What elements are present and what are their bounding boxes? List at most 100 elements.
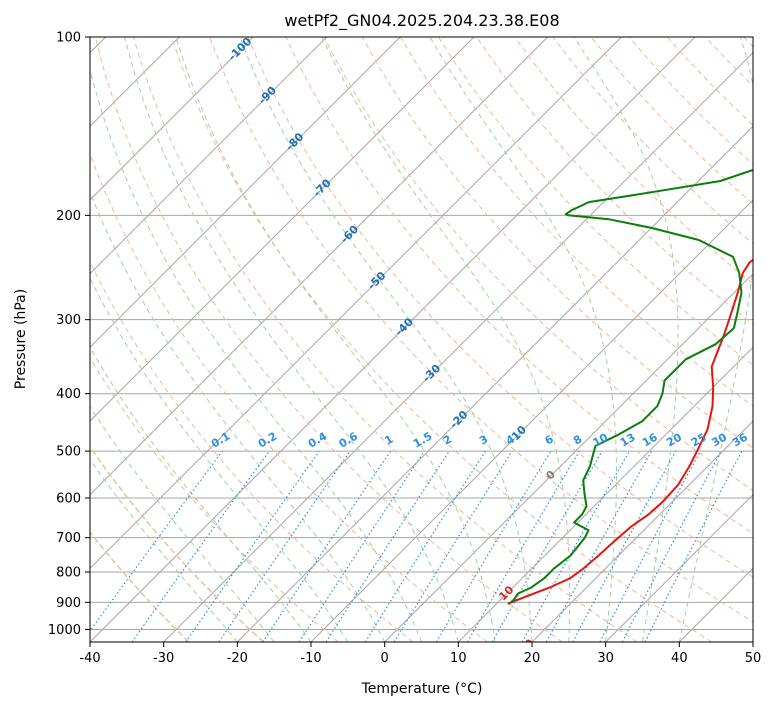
dry-adiabat-line xyxy=(590,37,753,205)
plot-background xyxy=(90,37,753,642)
isotherm-label: -70 xyxy=(311,176,334,199)
y-tick-label: 700 xyxy=(56,531,81,546)
mixing-ratio-label: 30 xyxy=(709,430,729,449)
isotherm-line xyxy=(531,420,753,642)
mixing-ratio-line xyxy=(218,450,351,642)
isotherm-label: -100 xyxy=(226,35,255,64)
isotherm-label: -90 xyxy=(256,84,279,107)
y-tick-label: 1000 xyxy=(48,623,81,638)
y-axis-label: Pressure (hPa) xyxy=(13,289,29,389)
mixing-ratio-line xyxy=(393,450,513,642)
moist-adiabat-line xyxy=(90,277,349,642)
mixing-ratio-label: 6 xyxy=(543,432,556,447)
isotherm-line xyxy=(90,37,328,275)
mixing-ratio-label: 8 xyxy=(571,433,584,448)
moist-adiabat-line xyxy=(175,37,496,642)
plot-frame xyxy=(89,36,754,643)
isotherm-line xyxy=(90,37,475,422)
mixing-ratio-line xyxy=(435,450,552,642)
mixing-ratio-label: 0.4 xyxy=(306,429,330,450)
dry-adiabat-line xyxy=(437,37,753,366)
mixing-ratio-label: 36 xyxy=(730,430,750,449)
dry-adiabat-line xyxy=(171,37,712,642)
moist-adiabat-line xyxy=(573,37,679,642)
mixing-ratio-line xyxy=(521,450,631,642)
dry-adiabat-line xyxy=(209,37,753,623)
mixing-ratio-label: 1.5 xyxy=(411,430,434,451)
reference-adiabat-line xyxy=(90,530,190,642)
mixing-ratio-line xyxy=(325,450,450,642)
isotherm-line xyxy=(90,37,549,496)
x-tick-label: -10 xyxy=(300,651,321,666)
mixing-ratio-label: 0.1 xyxy=(209,430,232,451)
dry-adiabat-line xyxy=(743,37,753,48)
x-tick-label: 30 xyxy=(597,651,614,666)
mixing-ratio-line xyxy=(644,450,743,642)
y-tick-label: 500 xyxy=(56,445,81,460)
mixing-ratio-line xyxy=(262,450,392,642)
dry-adiabat-line xyxy=(90,152,488,642)
y-tick-label: 600 xyxy=(56,492,81,507)
x-tick-label: -20 xyxy=(227,651,248,666)
mixing-ratio-line xyxy=(466,450,580,642)
mixing-ratio-label: 3 xyxy=(477,433,490,448)
isotherm-line xyxy=(163,51,753,642)
isotherm-line xyxy=(90,37,401,349)
mixing-ratio-line xyxy=(298,450,425,642)
x-tick-label: -40 xyxy=(79,651,100,666)
dewpoint-profile-line xyxy=(508,168,753,605)
isotherm-line xyxy=(605,493,753,642)
x-tick-label: 50 xyxy=(745,651,762,666)
dry-adiabat-line xyxy=(247,37,753,578)
isotherm-label: 0 xyxy=(543,468,558,483)
isotherm-line xyxy=(236,125,753,642)
isotherm-line xyxy=(457,346,753,642)
mixing-ratio-label: 0.6 xyxy=(337,429,361,450)
y-tick-label: 200 xyxy=(56,209,81,224)
dry-adiabat-line xyxy=(704,37,753,87)
mixing-ratio-label: 16 xyxy=(640,430,660,449)
isotherm-line xyxy=(310,199,753,642)
dry-adiabat-line xyxy=(90,260,414,642)
mixing-ratio-label: 2 xyxy=(441,433,454,448)
x-axis-ticks: -40 -30 -20 -10 0 10 20 30 40 50 xyxy=(79,642,761,666)
dry-adiabat-line xyxy=(514,37,753,285)
dry-adiabat-line xyxy=(132,37,638,642)
mixing-ratio-line xyxy=(131,450,270,642)
x-tick-label: 0 xyxy=(381,651,389,666)
isotherm-line xyxy=(678,567,753,642)
dry-adiabat-line xyxy=(90,446,264,642)
mixing-ratio-line xyxy=(90,450,223,632)
x-tick-label: 40 xyxy=(671,651,688,666)
moist-adiabat-line xyxy=(321,37,571,642)
isotherm-label: -50 xyxy=(365,269,388,292)
isotherm-label: 20 xyxy=(517,636,537,656)
dry-adiabat-line xyxy=(361,37,753,449)
label-layer: -100-90-80-70-60-50-40-30-20-10010203040… xyxy=(209,35,750,700)
isotherm-label: 30 xyxy=(546,680,566,700)
moist-adiabat-line xyxy=(429,37,617,642)
x-tick-label: -30 xyxy=(153,651,174,666)
mixing-ratio-line xyxy=(364,450,486,642)
x-tick-label: 20 xyxy=(524,651,541,666)
y-tick-label: 300 xyxy=(56,313,81,328)
moist-adiabat-line xyxy=(90,458,238,642)
y-tick-label: 800 xyxy=(56,566,81,581)
mixing-ratio-line xyxy=(572,450,677,642)
moist-adiabat-line xyxy=(90,405,275,642)
y-tick-label: 900 xyxy=(56,596,81,611)
y-tick-label: 100 xyxy=(56,31,81,46)
dry-adiabat-line xyxy=(90,356,339,642)
moist-adiabat-line xyxy=(124,37,459,642)
mixing-ratio-line xyxy=(185,450,320,642)
x-axis-label: Temperature (°C) xyxy=(361,681,483,697)
x-tick-label: 10 xyxy=(450,651,467,666)
isotherm-line xyxy=(752,641,753,642)
dry-adiabat-line xyxy=(399,37,753,407)
reference-adiabat-line xyxy=(90,445,265,642)
mixing-ratio-label: 0.2 xyxy=(256,430,279,451)
chart-title: wetPf2_GN04.2025.204.23.38.E08 xyxy=(284,11,559,31)
moist-adiabat-line xyxy=(90,346,312,642)
moist-adiabat-line xyxy=(239,37,533,642)
